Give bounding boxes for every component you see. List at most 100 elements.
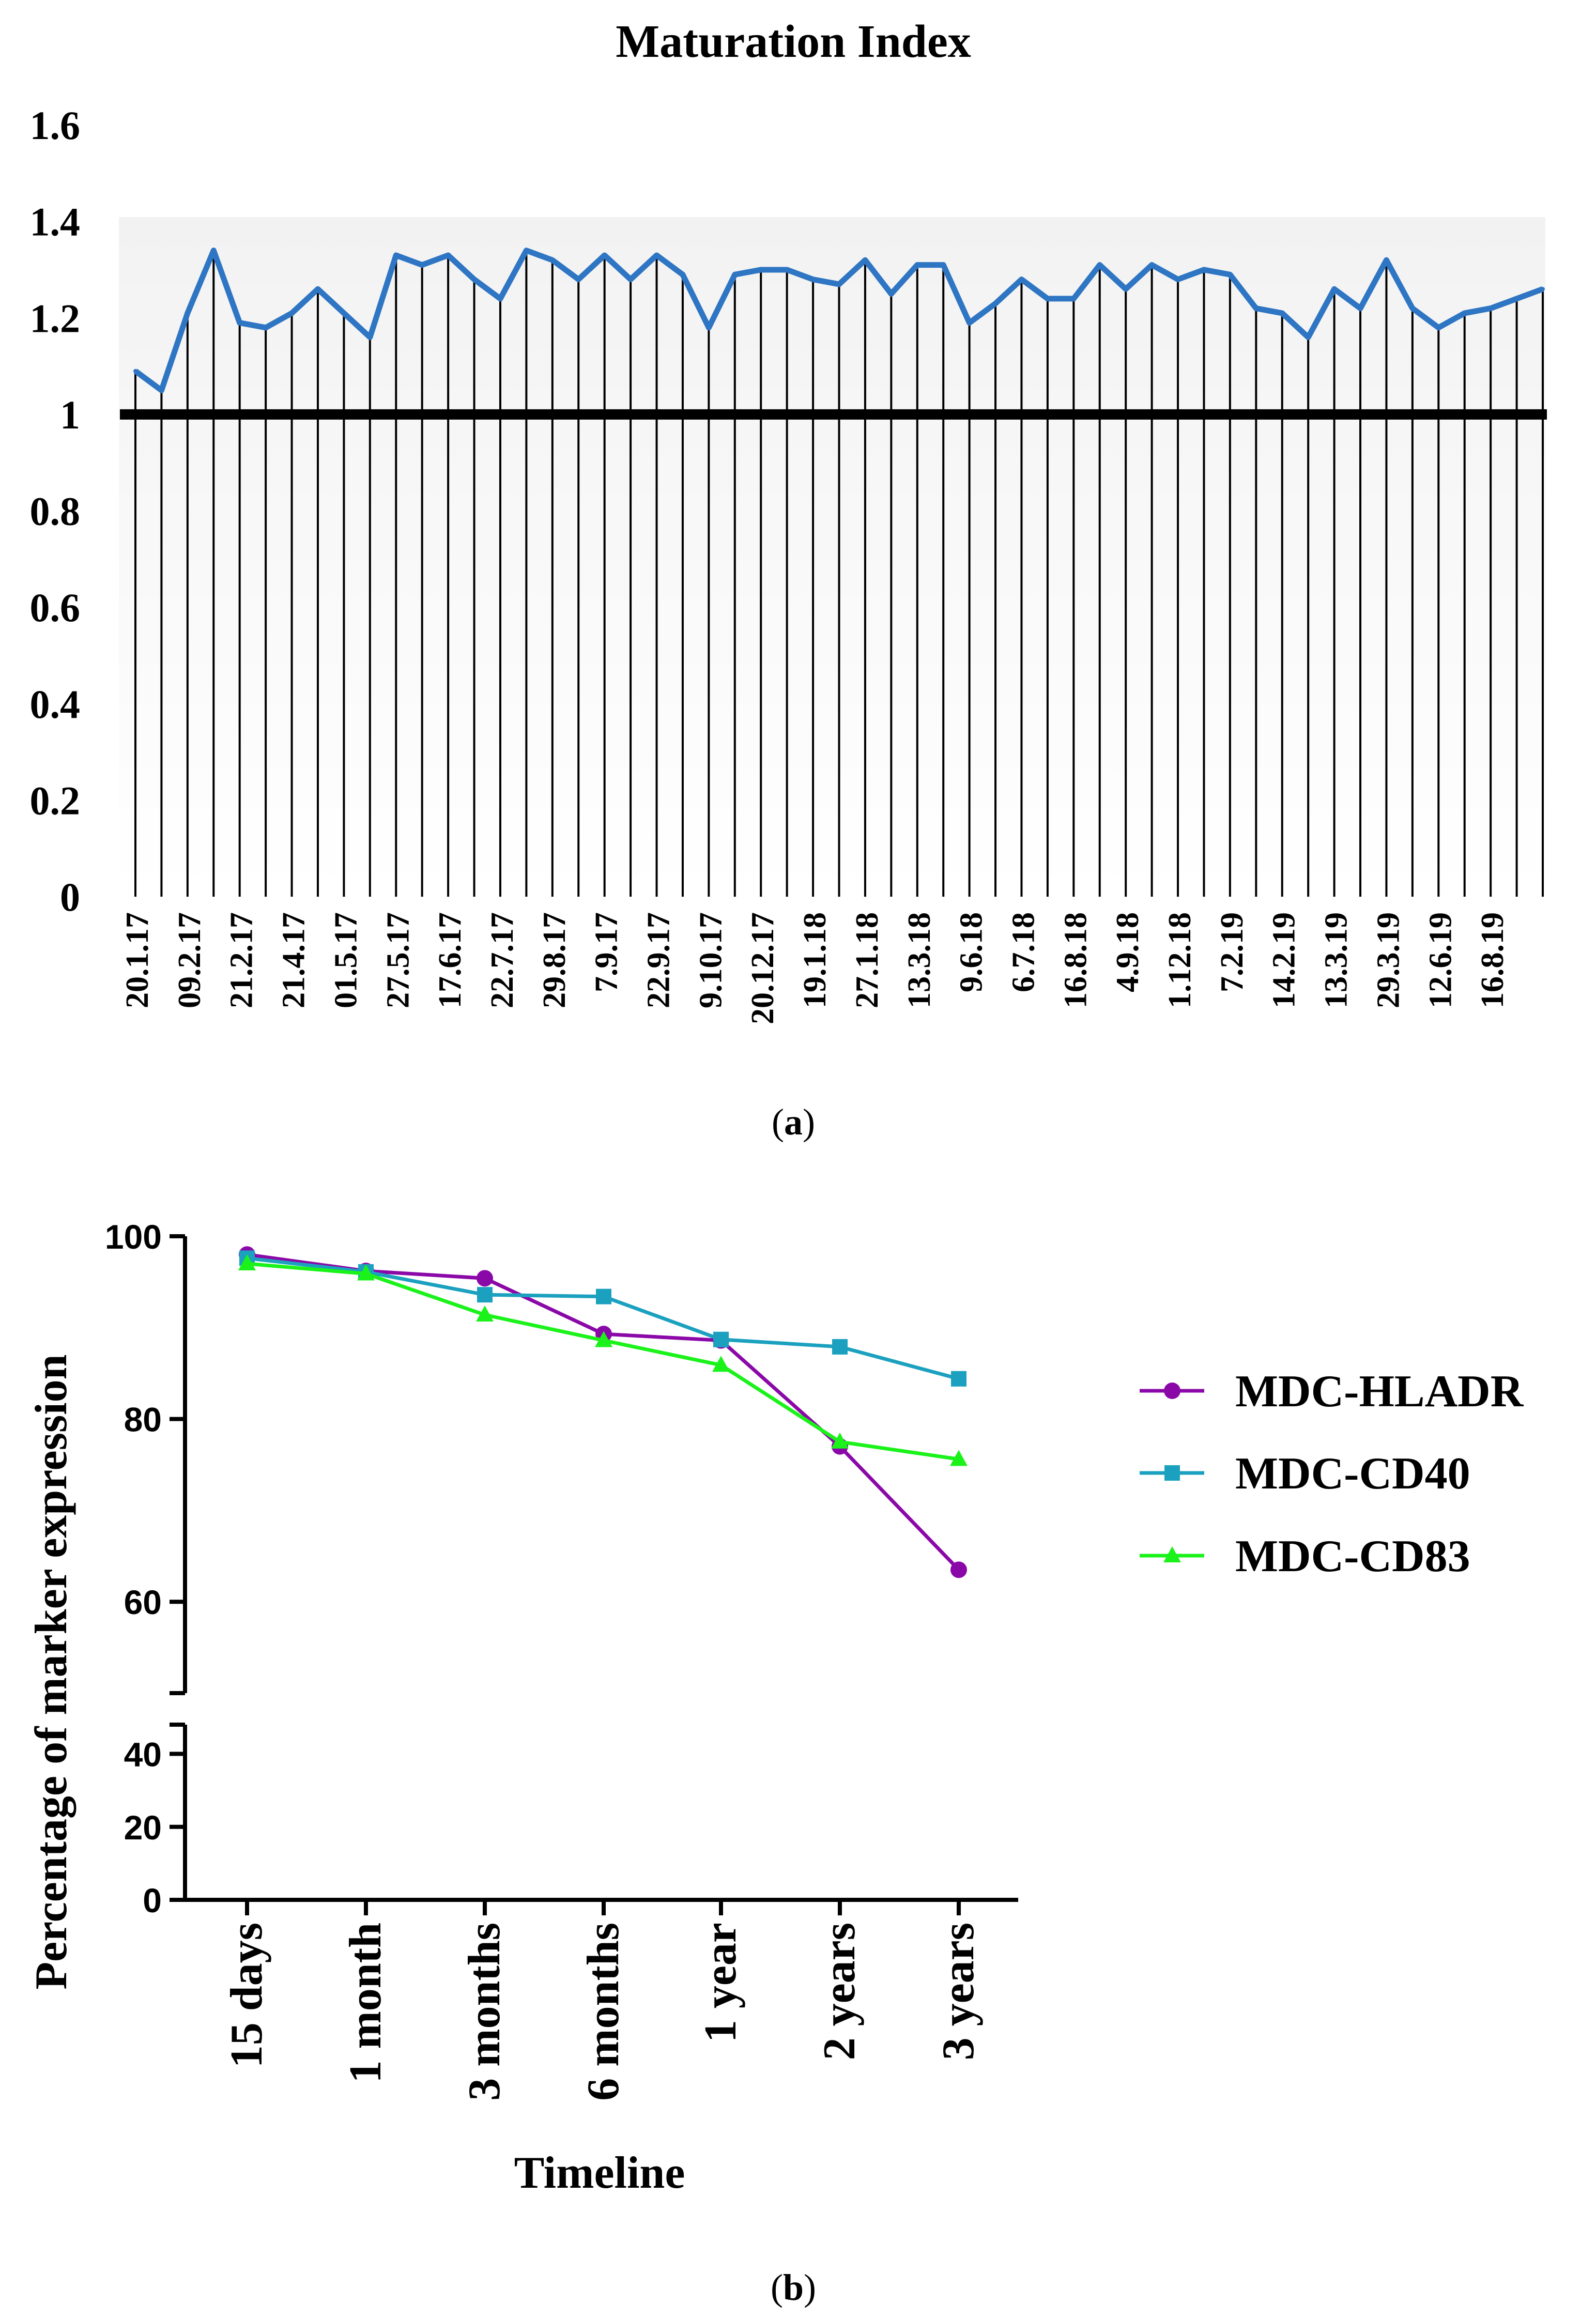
data-point: [951, 1371, 966, 1387]
y-tick-label: 0: [143, 1881, 162, 1919]
data-point: [446, 253, 451, 257]
y-axis-label: Percentage of marker expression: [26, 1354, 76, 1989]
data-point: [915, 263, 919, 267]
data-point: [1514, 296, 1519, 301]
data-point: [1541, 287, 1545, 291]
x-tick-label: 21.2.17: [224, 912, 259, 1008]
chart-title: Maturation Index: [616, 16, 971, 67]
x-axis-label: Timeline: [514, 2148, 685, 2198]
data-point: [596, 1288, 611, 1304]
data-point: [476, 1306, 494, 1322]
data-point: [950, 1561, 967, 1578]
panel-letter-b: b: [783, 2267, 804, 2308]
data-point: [1462, 311, 1467, 315]
y-tick-label: 0: [60, 874, 80, 919]
data-point: [576, 277, 581, 282]
data-point: [1384, 258, 1389, 263]
y-tick-label: 0.2: [30, 778, 81, 823]
y-tick-label: 0.6: [30, 585, 81, 630]
x-tick-label: 2 years: [815, 1923, 865, 2060]
x-tick-label: 13.3.19: [1319, 912, 1354, 1008]
data-point: [472, 277, 477, 282]
x-tick-label: 27.5.17: [380, 912, 416, 1008]
data-point: [967, 320, 972, 325]
maturation-index-chart: Maturation Index 0 0.2 0.4 0.6 0.8 1 1.2 1.4 1.6…: [30, 16, 1547, 1143]
x-tick-label: 17.6.17: [433, 912, 468, 1008]
data-point: [315, 287, 320, 291]
y-tick-label: 20: [124, 1808, 162, 1847]
x-tick-label: 1.12.18: [1162, 912, 1198, 1008]
data-point: [1436, 325, 1441, 330]
x-tick-label: 1 year: [696, 1923, 746, 2042]
panel-label-b: (b): [771, 2267, 816, 2308]
data-point: [732, 272, 737, 277]
y-tick-label: 1: [60, 392, 80, 437]
data-point: [498, 296, 502, 301]
x-tick-label: 22.7.17: [485, 912, 520, 1008]
data-point: [713, 1331, 729, 1347]
data-point: [707, 325, 711, 330]
data-point: [185, 311, 190, 315]
data-point: [602, 253, 607, 257]
x-axis-ticks: 15 days 1 month 3 months 6 months 1 year 2 ye…: [222, 1900, 984, 2101]
x-tick-label: 12.6.19: [1423, 912, 1458, 1008]
x-tick-label: 20.12.17: [745, 912, 780, 1024]
series-mdc-cd83: [238, 1254, 968, 1466]
legend-item-mdc-cd40: MDC-CD40: [1140, 1449, 1470, 1499]
axes: 60 80 100 0 20 40: [105, 1218, 1018, 1919]
legend-item-mdc-hladr: MDC-HLADR: [1140, 1366, 1524, 1417]
x-tick-label: 7.9.17: [589, 912, 624, 992]
x-tick-label: 16.8.18: [1058, 912, 1093, 1008]
data-point: [550, 258, 555, 263]
y-tick-label: 1.2: [30, 296, 81, 341]
x-tick-label: 3 years: [933, 1923, 984, 2060]
y-tick-label: 60: [124, 1583, 162, 1621]
data-point: [712, 1356, 730, 1372]
y-tick-label: 80: [124, 1401, 162, 1439]
x-tick-label: 7.2.19: [1215, 912, 1250, 992]
data-point: [759, 267, 763, 272]
data-point: [133, 368, 137, 373]
data-point: [1045, 296, 1050, 301]
data-point: [863, 258, 867, 263]
data-point: [1202, 267, 1206, 272]
data-point: [420, 263, 424, 267]
data-point: [289, 311, 294, 315]
legend-marker: [1164, 1383, 1180, 1399]
y-tick-label: 1.6: [30, 103, 81, 148]
x-tick-label: 6 months: [578, 1923, 628, 2101]
data-point: [595, 1331, 612, 1347]
data-point: [628, 277, 633, 282]
y-tick-label: 40: [124, 1736, 162, 1774]
data-point: [237, 320, 242, 325]
y-tick-label: 1.4: [30, 199, 81, 244]
x-tick-label: 9.10.17: [693, 912, 728, 1008]
x-tick-label: 19.1.18: [797, 912, 833, 1008]
x-tick-label: 22.9.17: [641, 912, 677, 1008]
legend-label: MDC-HLADR: [1235, 1366, 1524, 1417]
maturation-series: [133, 248, 1545, 393]
data-point: [1358, 306, 1363, 311]
y-tick-label: 0.8: [30, 489, 81, 534]
data-point: [1149, 263, 1154, 267]
x-tick-label: 09.2.17: [172, 912, 207, 1008]
data-point: [367, 335, 372, 340]
data-point: [524, 248, 529, 253]
data-point: [357, 1264, 375, 1281]
x-tick-label: 1 month: [341, 1923, 391, 2083]
marker-expression-chart: 60 80 100 0 20 40 15 days 1 month 3 months 6 mon…: [26, 1218, 1524, 2308]
data-point: [1306, 335, 1311, 340]
x-tick-label: 27.1.18: [850, 912, 885, 1008]
data-point: [811, 277, 816, 282]
x-tick-label: 20.1.17: [120, 912, 155, 1008]
data-point: [993, 301, 998, 306]
data-point: [1227, 272, 1232, 277]
data-point: [1176, 277, 1180, 282]
series-line: [247, 1256, 959, 1381]
data-point: [889, 291, 894, 296]
data-point: [477, 1270, 493, 1287]
data-point: [211, 248, 216, 253]
data-point: [1410, 306, 1415, 311]
legend: MDC-HLADR MDC-CD40 MDC-CD83: [1140, 1366, 1524, 1581]
panel-label-a: (a): [772, 1101, 815, 1143]
